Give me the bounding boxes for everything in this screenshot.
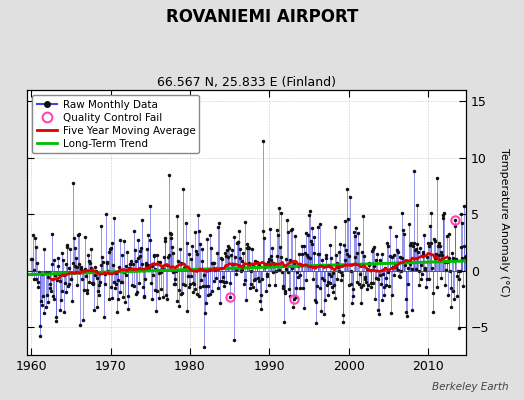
Title: 66.567 N, 25.833 E (Finland): 66.567 N, 25.833 E (Finland) [157,76,336,89]
Text: ROVANIEMI AIRPORT: ROVANIEMI AIRPORT [166,8,358,26]
Text: Berkeley Earth: Berkeley Earth [432,382,508,392]
Y-axis label: Temperature Anomaly (°C): Temperature Anomaly (°C) [499,148,509,297]
Legend: Raw Monthly Data, Quality Control Fail, Five Year Moving Average, Long-Term Tren: Raw Monthly Data, Quality Control Fail, … [32,95,200,153]
